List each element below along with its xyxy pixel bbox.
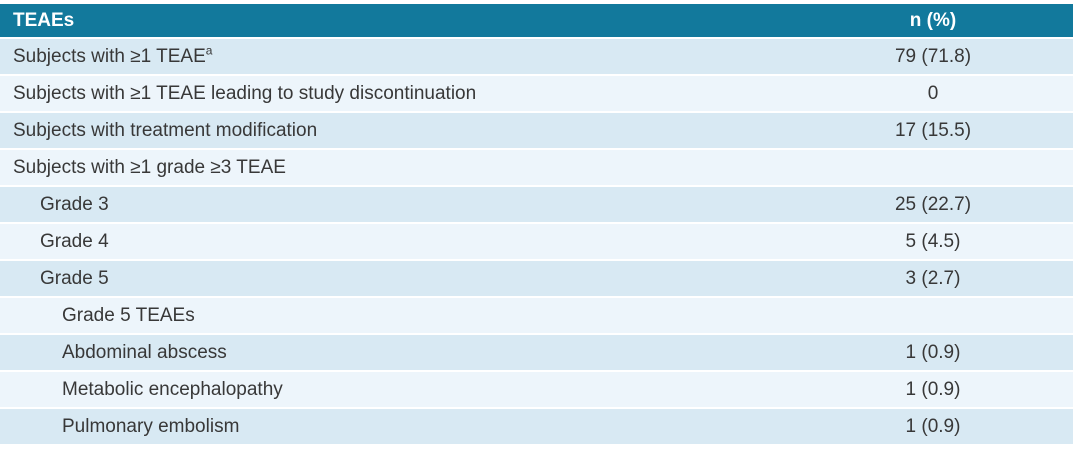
row-label: Grade 3 bbox=[0, 187, 793, 224]
row-label: Grade 5 TEAEs bbox=[0, 298, 793, 335]
table-row-grade-3: Grade 3 25 (22.7) bbox=[0, 187, 1073, 224]
table-row-treatment-modification: Subjects with treatment modification 17 … bbox=[0, 113, 1073, 150]
row-label-text: Subjects with ≥1 TEAE bbox=[13, 45, 206, 67]
row-value: 0 bbox=[793, 76, 1073, 113]
row-value: 79 (71.8) bbox=[793, 39, 1073, 76]
table-row-pulmonary-embolism: Pulmonary embolism 1 (0.9) bbox=[0, 409, 1073, 446]
row-label: Subjects with ≥1 TEAE leading to study d… bbox=[0, 76, 793, 113]
table-row-grade5-teaes-subhead: Grade 5 TEAEs bbox=[0, 298, 1073, 335]
row-label: Pulmonary embolism bbox=[0, 409, 793, 446]
row-value: 1 (0.9) bbox=[793, 409, 1073, 446]
row-label: Subjects with treatment modification bbox=[0, 113, 793, 150]
col-header-teaes: TEAEs bbox=[0, 4, 793, 39]
table-row-teae-discontinuation: Subjects with ≥1 TEAE leading to study d… bbox=[0, 76, 1073, 113]
row-value: 1 (0.9) bbox=[793, 335, 1073, 372]
table-row-metabolic-encephalopathy: Metabolic encephalopathy 1 (0.9) bbox=[0, 372, 1073, 409]
row-value: 17 (15.5) bbox=[793, 113, 1073, 150]
row-label: Grade 4 bbox=[0, 224, 793, 261]
row-label: Abdominal abscess bbox=[0, 335, 793, 372]
table-row-subjects-with-teae: Subjects with ≥1 TEAEa 79 (71.8) bbox=[0, 39, 1073, 76]
row-label: Subjects with ≥1 grade ≥3 TEAE bbox=[0, 150, 793, 187]
footnote-marker: a bbox=[205, 43, 213, 58]
row-value: 5 (4.5) bbox=[793, 224, 1073, 261]
row-value bbox=[793, 150, 1073, 187]
row-label: Grade 5 bbox=[0, 261, 793, 298]
row-value: 1 (0.9) bbox=[793, 372, 1073, 409]
row-value bbox=[793, 298, 1073, 335]
table-header-row: TEAEs n (%) bbox=[0, 4, 1073, 39]
row-value: 3 (2.7) bbox=[793, 261, 1073, 298]
row-label: Subjects with ≥1 TEAEa bbox=[0, 39, 793, 76]
row-label: Metabolic encephalopathy bbox=[0, 372, 793, 409]
col-header-n-pct: n (%) bbox=[793, 4, 1073, 39]
teae-summary-table: TEAEs n (%) Subjects with ≥1 TEAEa 79 (7… bbox=[0, 4, 1073, 446]
table-row-abdominal-abscess: Abdominal abscess 1 (0.9) bbox=[0, 335, 1073, 372]
table-row-grade3-teae: Subjects with ≥1 grade ≥3 TEAE bbox=[0, 150, 1073, 187]
table-row-grade-5: Grade 5 3 (2.7) bbox=[0, 261, 1073, 298]
row-value: 25 (22.7) bbox=[793, 187, 1073, 224]
table-row-grade-4: Grade 4 5 (4.5) bbox=[0, 224, 1073, 261]
